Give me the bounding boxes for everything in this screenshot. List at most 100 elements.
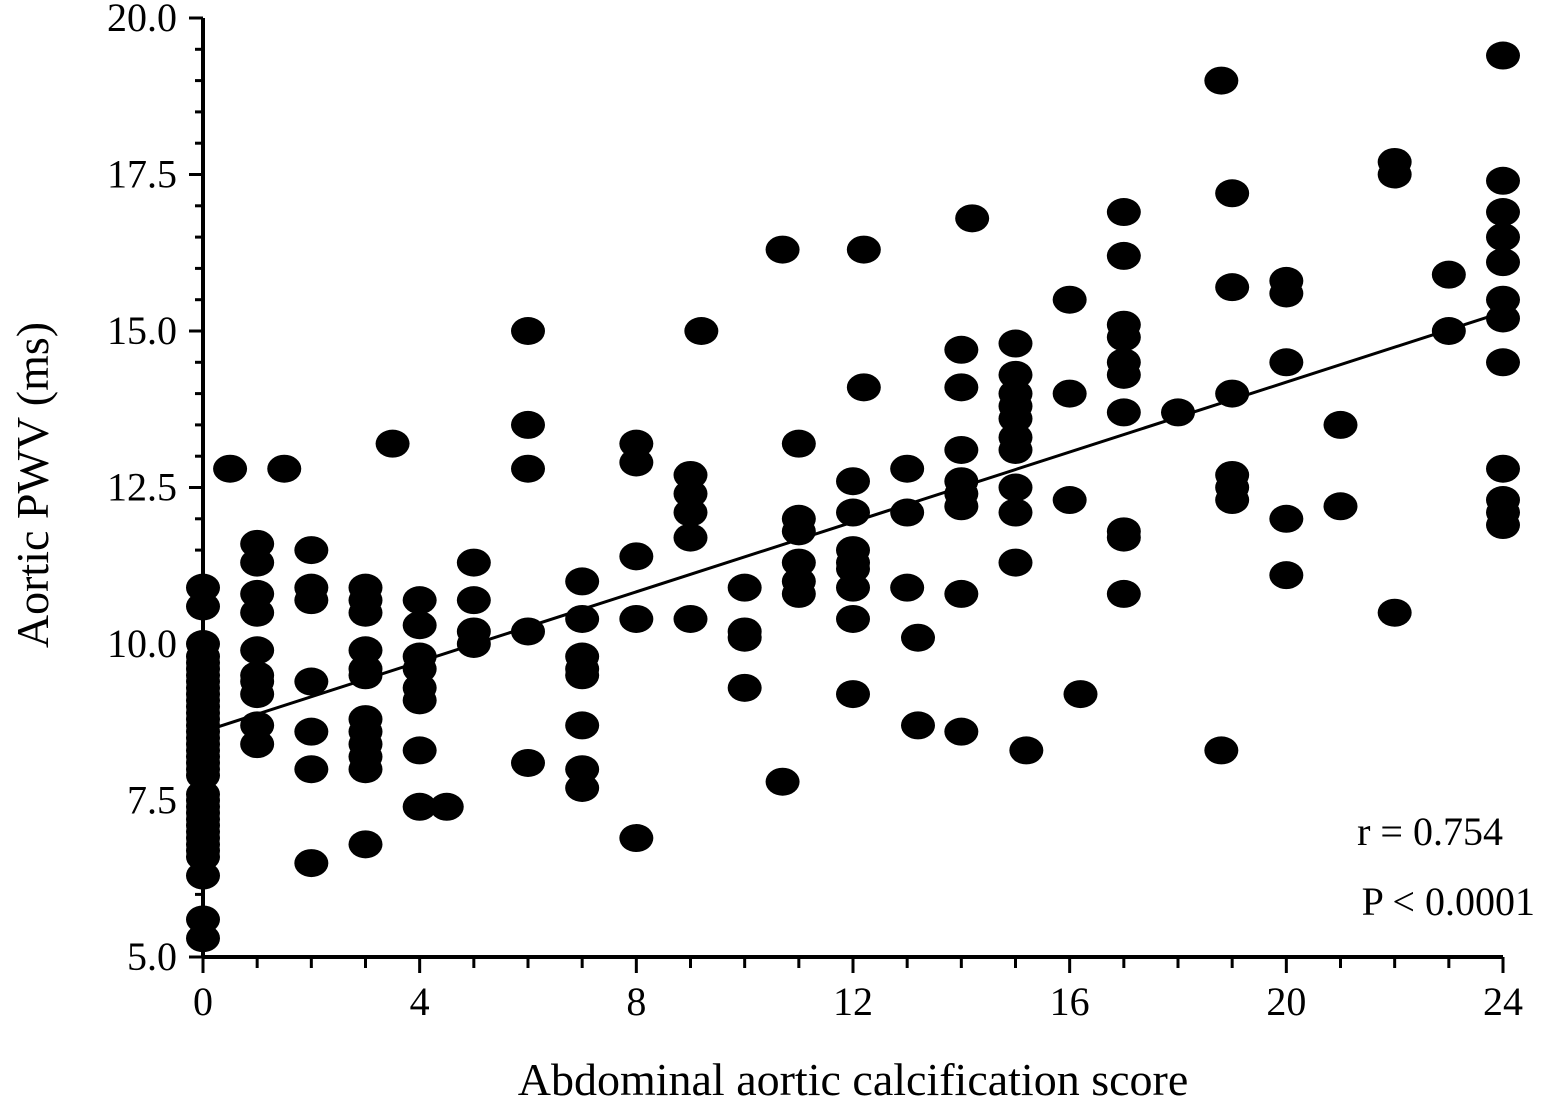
data-point [890,498,925,527]
data-point [456,586,491,615]
data-point [619,604,654,633]
data-point [1486,41,1520,70]
tick-labels: 0 4 8 12 16 20 24 5.0 7.5 10.0 12.5 15.0 17.5 20.0 [107,0,1523,1024]
y-tick-label: 12.5 [107,465,177,510]
data-point [1269,348,1304,377]
data-point [456,548,491,577]
data-point [1486,248,1520,277]
data-point [294,849,329,878]
data-point [294,717,329,746]
data-point [619,542,654,571]
data-point [890,573,925,602]
data-point [511,410,545,439]
data-point [294,586,329,615]
data-point [1377,160,1412,189]
data-point [619,824,654,853]
data-point [375,429,410,458]
data-point [944,373,979,402]
data-point [1106,523,1141,552]
x-tick-label: 0 [193,979,213,1024]
data-point [511,748,545,777]
data-point [1486,454,1520,483]
data-point [1486,304,1520,333]
data-point [890,454,925,483]
data-point [684,317,719,345]
data-point [765,235,800,264]
data-point [186,592,220,621]
data-point [186,924,220,953]
y-tick-label: 5.0 [127,934,177,979]
data-point [955,204,990,233]
data-point [240,548,275,577]
p-value-annotation: P < 0.0001 [1362,879,1535,924]
data-point [1009,736,1044,765]
y-tick-label: 7.5 [127,778,177,823]
y-tick-label: 17.5 [107,152,177,197]
data-point [727,573,762,602]
data-point [1063,680,1098,709]
x-tick-label: 20 [1266,979,1306,1024]
data-point [213,454,248,483]
data-point [402,686,437,715]
data-point [402,611,437,640]
data-point [1215,273,1250,302]
data-point [1106,579,1141,608]
data-point [846,373,881,402]
data-point [1106,360,1141,389]
data-point [1486,166,1520,195]
data-point [944,492,979,521]
data-point [781,429,816,458]
data-point [846,235,881,264]
data-point [944,435,979,464]
data-point [901,711,935,740]
data-point [998,548,1033,577]
data-point [402,586,437,615]
data-point [348,598,383,627]
data-point [836,680,870,709]
data-point [565,773,600,802]
data-point [240,680,275,709]
data-point [1052,379,1087,408]
data-point [240,598,275,627]
data-point [1486,511,1520,540]
data-point [1215,179,1250,208]
data-point [240,730,275,759]
data-point [781,517,816,546]
x-axis-label: Abdominal aortic calcification score [518,1054,1189,1105]
data-point [1323,410,1358,439]
data-point [781,579,816,608]
data-point [619,448,654,477]
data-point [1204,66,1239,95]
data-point [511,454,545,483]
axis-ticks [189,16,1505,973]
data-point [1106,398,1141,427]
data-point [1486,348,1520,377]
data-point [1215,486,1250,515]
data-point [836,604,870,633]
data-point [1215,379,1250,408]
data-point [1323,492,1358,521]
data-point [998,473,1033,502]
data-point [998,329,1033,358]
data-point [836,467,870,496]
data-point [1106,323,1141,352]
data-point [1431,260,1466,289]
x-tick-label: 16 [1050,979,1090,1024]
data-point [836,573,870,602]
data-point [511,317,545,345]
data-point [1106,241,1141,270]
data-point [1269,561,1304,590]
data-point [1269,504,1304,533]
data-point [565,711,600,740]
y-axis-label: Aortic PWV (ms) [7,322,58,648]
data-point [901,623,935,652]
data-point [294,536,329,565]
data-points [186,41,1520,953]
data-point [186,861,220,890]
data-point [1052,486,1087,515]
data-point [1486,198,1520,227]
data-point [565,661,600,690]
data-point [673,604,708,633]
data-point [348,830,383,859]
